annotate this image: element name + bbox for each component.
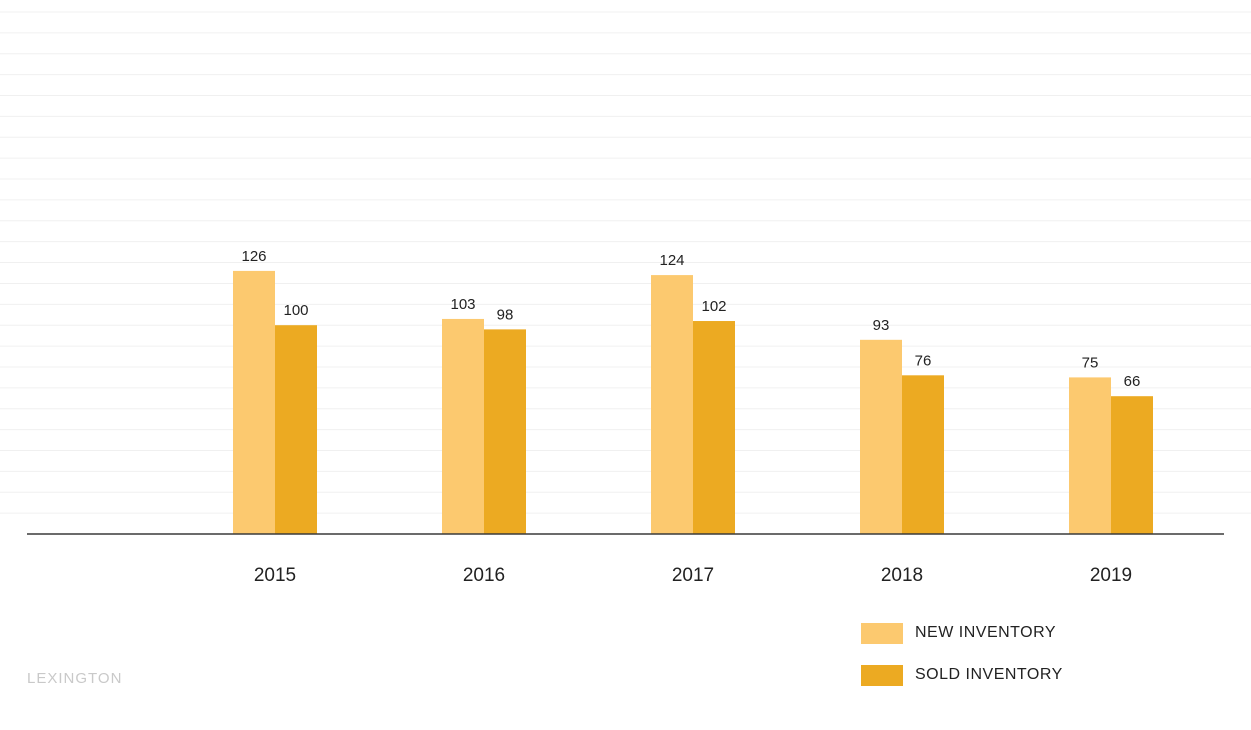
brand-watermark: LEXINGTON xyxy=(27,670,123,687)
bar-sold-2018 xyxy=(902,375,944,534)
x-tick-label-2015: 2015 xyxy=(254,565,296,586)
bar-new-2015 xyxy=(233,270,275,534)
x-tick-label-2019: 2019 xyxy=(1090,565,1132,586)
x-tick-label-2017: 2017 xyxy=(672,565,714,586)
x-tick-label-2016: 2016 xyxy=(463,565,505,586)
legend-swatch-sold xyxy=(861,664,903,686)
bar-new-2018 xyxy=(860,339,902,534)
legend-label-new: NEW INVENTORY xyxy=(915,624,1057,641)
bar-sold-2015 xyxy=(275,325,317,534)
bar-new-2016 xyxy=(442,318,484,534)
data-label-new-2019: 75 xyxy=(1082,354,1099,371)
data-label-sold-2016: 98 xyxy=(497,306,514,323)
data-label-sold-2019: 66 xyxy=(1124,373,1141,390)
bar-sold-2016 xyxy=(484,329,526,534)
data-label-sold-2015: 100 xyxy=(283,302,308,319)
grid-lines xyxy=(0,11,1251,514)
legend-item-new: NEW INVENTORY xyxy=(861,622,1063,644)
legend-swatch-new xyxy=(861,622,903,644)
legend-label-sold: SOLD INVENTORY xyxy=(915,666,1063,683)
data-label-new-2015: 126 xyxy=(241,248,266,265)
data-label-sold-2018: 76 xyxy=(915,352,932,369)
data-label-sold-2017: 102 xyxy=(701,298,726,315)
x-tick-labels: 2015 2016 2017 2018 2019 xyxy=(254,565,1132,586)
bars-group xyxy=(233,270,1153,534)
bar-new-2019 xyxy=(1069,377,1111,534)
data-labels-group: 126 100 103 98 124 102 93 76 75 66 xyxy=(241,248,1140,390)
x-tick-label-2018: 2018 xyxy=(881,565,923,586)
legend-item-sold: SOLD INVENTORY xyxy=(861,664,1063,686)
data-label-new-2018: 93 xyxy=(873,317,890,334)
bar-sold-2019 xyxy=(1111,396,1153,534)
bar-sold-2017 xyxy=(693,321,735,534)
bar-new-2017 xyxy=(651,275,693,534)
data-label-new-2017: 124 xyxy=(659,252,684,269)
data-label-new-2016: 103 xyxy=(450,296,475,313)
legend: NEW INVENTORY SOLD INVENTORY xyxy=(861,622,1063,706)
